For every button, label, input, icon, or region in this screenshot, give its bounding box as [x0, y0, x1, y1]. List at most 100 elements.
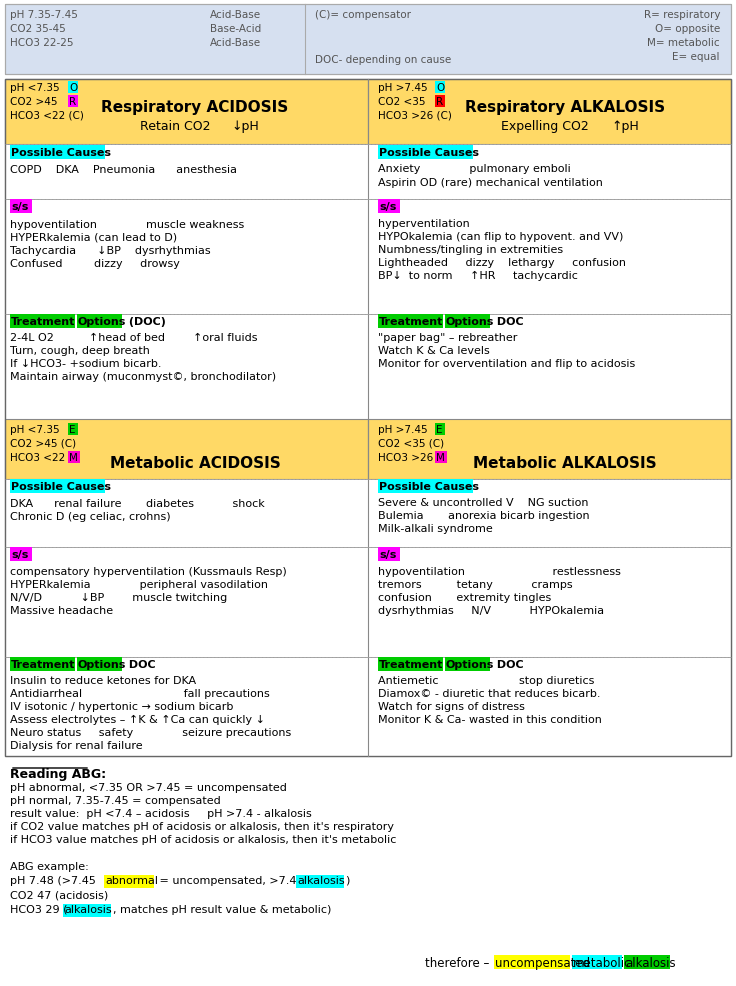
Text: Possible Causes: Possible Causes	[379, 148, 479, 158]
FancyBboxPatch shape	[445, 658, 490, 671]
FancyBboxPatch shape	[368, 658, 731, 756]
FancyBboxPatch shape	[10, 658, 75, 671]
Text: DOC- depending on cause: DOC- depending on cause	[315, 55, 451, 65]
Text: BP↓  to norm     ↑HR     tachycardic: BP↓ to norm ↑HR tachycardic	[378, 271, 578, 281]
FancyBboxPatch shape	[368, 547, 731, 658]
FancyBboxPatch shape	[368, 420, 731, 479]
Text: therefore –: therefore –	[425, 956, 493, 969]
Text: pH <7.35: pH <7.35	[10, 425, 63, 435]
FancyBboxPatch shape	[5, 200, 368, 315]
Text: result value:  pH <7.4 – acidosis     pH >7.4 - alkalosis: result value: pH <7.4 – acidosis pH >7.4…	[10, 809, 312, 818]
Text: Acid-Base: Acid-Base	[210, 38, 261, 48]
Text: Retain CO2: Retain CO2	[140, 120, 210, 133]
FancyBboxPatch shape	[68, 452, 80, 463]
Text: s/s: s/s	[379, 549, 397, 559]
Text: HCO3 <22: HCO3 <22	[10, 453, 68, 462]
Text: hypoventilation              muscle weakness: hypoventilation muscle weakness	[10, 220, 244, 230]
Text: pH 7.48 (>7.45: pH 7.48 (>7.45	[10, 876, 99, 885]
Text: CO2 47 (acidosis): CO2 47 (acidosis)	[10, 890, 108, 900]
Text: (DOC): (DOC)	[125, 317, 166, 326]
Text: Treatment: Treatment	[11, 660, 75, 669]
Text: Lightheaded     dizzy    lethargy     confusion: Lightheaded dizzy lethargy confusion	[378, 257, 626, 268]
Text: M: M	[69, 453, 78, 462]
Text: CO2 <35 (C): CO2 <35 (C)	[378, 439, 444, 449]
Text: hypoventilation                         restlessness: hypoventilation restlessness	[378, 566, 621, 577]
FancyBboxPatch shape	[10, 315, 75, 328]
Text: R: R	[436, 97, 443, 106]
Text: HYPERkalemia              peripheral vasodilation: HYPERkalemia peripheral vasodilation	[10, 580, 268, 590]
Text: Possible Causes: Possible Causes	[11, 148, 111, 158]
FancyBboxPatch shape	[10, 146, 105, 160]
Text: HCO3 <22 (C): HCO3 <22 (C)	[10, 110, 84, 121]
Text: Confused         dizzy     drowsy: Confused dizzy drowsy	[10, 258, 180, 269]
Text: Monitor K & Ca- wasted in this condition: Monitor K & Ca- wasted in this condition	[378, 714, 602, 725]
FancyBboxPatch shape	[5, 315, 368, 420]
Text: Bulemia       anorexia bicarb ingestion: Bulemia anorexia bicarb ingestion	[378, 511, 590, 521]
Text: Treatment: Treatment	[11, 317, 75, 326]
Text: Numbness/tingling in extremities: Numbness/tingling in extremities	[378, 245, 563, 254]
Text: Maintain airway (muconmyst©, bronchodilator): Maintain airway (muconmyst©, bronchodila…	[10, 372, 276, 382]
Text: Chronic D (eg celiac, crohns): Chronic D (eg celiac, crohns)	[10, 512, 171, 522]
Text: if HCO3 value matches pH of acidosis or alkalosis, then it's metabolic: if HCO3 value matches pH of acidosis or …	[10, 834, 397, 844]
Text: ↓pH: ↓pH	[231, 120, 259, 133]
FancyBboxPatch shape	[378, 200, 400, 214]
Text: Base-Acid: Base-Acid	[210, 24, 261, 34]
Text: CO2 35-45: CO2 35-45	[10, 24, 66, 34]
Text: COPD    DKA    Pneumonia      anesthesia: COPD DKA Pneumonia anesthesia	[10, 165, 237, 175]
Text: DOC: DOC	[125, 660, 155, 669]
Text: tremors          tetany           cramps: tremors tetany cramps	[378, 580, 573, 590]
Text: Massive headache: Massive headache	[10, 605, 113, 615]
Text: Treatment: Treatment	[379, 317, 443, 326]
Text: , matches pH result value & metabolic): , matches pH result value & metabolic)	[113, 904, 331, 914]
Text: Reading ABG:: Reading ABG:	[10, 767, 106, 780]
Text: confusion       extremity tingles: confusion extremity tingles	[378, 593, 551, 602]
Text: Options: Options	[446, 317, 495, 326]
Text: Treatment: Treatment	[379, 660, 443, 669]
FancyBboxPatch shape	[435, 96, 445, 107]
FancyBboxPatch shape	[368, 200, 731, 315]
Text: Milk-alkali syndrome: Milk-alkali syndrome	[378, 524, 492, 533]
Text: Respiratory ACIDOSIS: Respiratory ACIDOSIS	[102, 100, 289, 115]
FancyBboxPatch shape	[368, 315, 731, 420]
FancyBboxPatch shape	[494, 955, 570, 969]
Text: pH abnormal, <7.35 OR >7.45 = uncompensated: pH abnormal, <7.35 OR >7.45 = uncompensa…	[10, 782, 287, 792]
FancyBboxPatch shape	[5, 80, 368, 145]
Text: DKA      renal failure       diabetes           shock: DKA renal failure diabetes shock	[10, 499, 265, 509]
Text: CO2 >45: CO2 >45	[10, 97, 61, 106]
FancyBboxPatch shape	[77, 658, 122, 671]
FancyBboxPatch shape	[63, 904, 111, 917]
Text: E= equal: E= equal	[673, 52, 720, 62]
Text: Possible Causes: Possible Causes	[379, 481, 479, 491]
FancyBboxPatch shape	[368, 479, 731, 547]
FancyBboxPatch shape	[378, 146, 473, 160]
Text: Anxiety              pulmonary emboli: Anxiety pulmonary emboli	[378, 164, 570, 174]
Text: Respiratory ALKALOSIS: Respiratory ALKALOSIS	[465, 100, 665, 115]
Text: Assess electrolytes – ↑K & ↑Ca can quickly ↓: Assess electrolytes – ↑K & ↑Ca can quick…	[10, 714, 265, 725]
FancyBboxPatch shape	[378, 658, 443, 671]
Text: abnormal: abnormal	[105, 876, 158, 885]
Text: dysrhythmias     N/V           HYPOkalemia: dysrhythmias N/V HYPOkalemia	[378, 605, 604, 615]
Text: CO2 >45 (C): CO2 >45 (C)	[10, 439, 76, 449]
Text: compensatory hyperventilation (Kussmauls Resp): compensatory hyperventilation (Kussmauls…	[10, 566, 287, 577]
Text: pH normal, 7.35-7.45 = compensated: pH normal, 7.35-7.45 = compensated	[10, 795, 221, 806]
Text: alkalosis: alkalosis	[625, 956, 676, 969]
FancyBboxPatch shape	[104, 876, 154, 888]
Text: ABG example:: ABG example:	[10, 861, 89, 871]
FancyBboxPatch shape	[435, 82, 445, 94]
FancyBboxPatch shape	[624, 955, 670, 969]
FancyBboxPatch shape	[68, 96, 78, 107]
FancyBboxPatch shape	[5, 5, 731, 75]
Text: O: O	[69, 83, 77, 93]
Text: 2-4L O2          ↑head of bed        ↑oral fluids: 2-4L O2 ↑head of bed ↑oral fluids	[10, 332, 258, 343]
FancyBboxPatch shape	[435, 452, 447, 463]
Text: HCO3 >26 (C): HCO3 >26 (C)	[378, 110, 452, 121]
Text: M: M	[436, 453, 445, 462]
Text: s/s: s/s	[11, 202, 29, 212]
FancyBboxPatch shape	[5, 145, 368, 200]
Text: Monitor for overventilation and flip to acidosis: Monitor for overventilation and flip to …	[378, 359, 635, 369]
Text: O= opposite: O= opposite	[655, 24, 720, 34]
Text: Aspirin OD (rare) mechanical ventilation: Aspirin OD (rare) mechanical ventilation	[378, 177, 603, 187]
Text: E: E	[69, 425, 76, 435]
Text: R: R	[69, 97, 76, 106]
Text: Acid-Base: Acid-Base	[210, 10, 261, 20]
